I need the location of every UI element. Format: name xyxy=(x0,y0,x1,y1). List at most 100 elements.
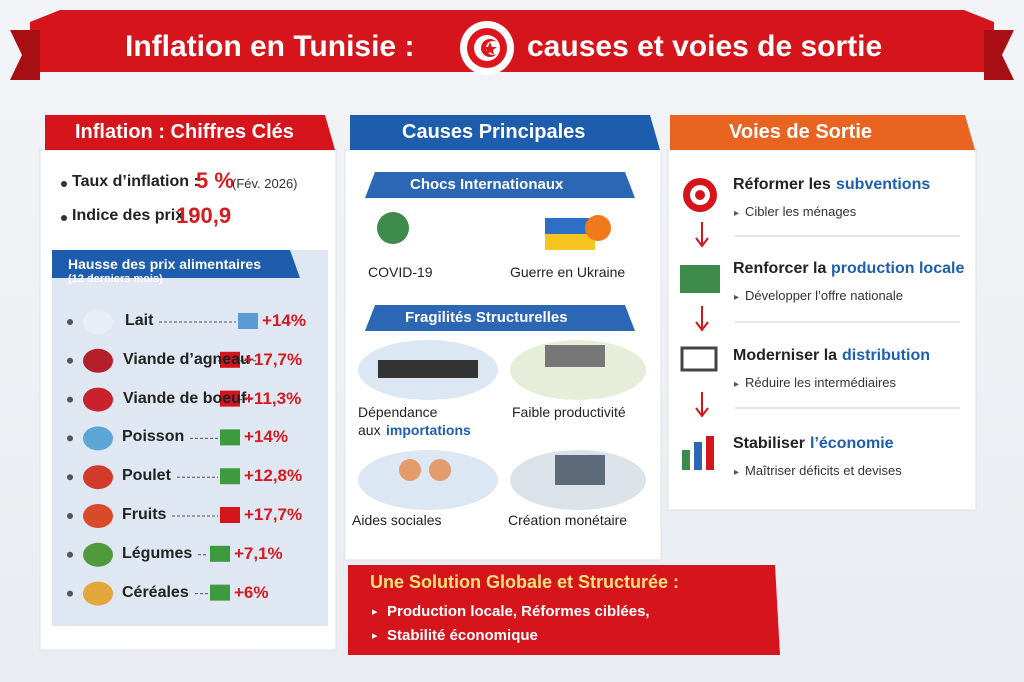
food-icon xyxy=(83,387,113,412)
bullet xyxy=(61,215,67,221)
virus-icon xyxy=(377,212,409,244)
marker: ▸ xyxy=(734,292,739,303)
title: causes et voies de sortie xyxy=(527,30,883,63)
color-square xyxy=(220,390,240,407)
food-change: +14% xyxy=(262,311,306,330)
conclusion-heading: Une Solution Globale et Structurée : xyxy=(370,572,680,592)
food-icon xyxy=(83,504,113,528)
solution-highlight: production locale xyxy=(831,260,965,277)
solution-highlight: l’économie xyxy=(810,435,894,452)
bullet xyxy=(67,319,73,325)
bullet xyxy=(67,513,73,519)
food-label: Légumes xyxy=(122,544,193,562)
food-change: +17,7% xyxy=(244,349,303,369)
explosion-icon xyxy=(585,215,611,241)
sub-header xyxy=(365,305,635,331)
solution-title: Stabiliser xyxy=(733,435,806,452)
solution-detail: Réduire les intermédiaires xyxy=(745,375,897,390)
solution-detail: Cibler les ménages xyxy=(745,204,857,219)
color-square xyxy=(210,545,230,562)
sub-heading: Chocs Internationaux xyxy=(410,176,564,193)
food-change: +6% xyxy=(234,582,269,602)
food-label: Fruits xyxy=(122,506,167,523)
section-heading: Inflation : Chiffres Clés xyxy=(75,121,294,143)
food-label: Poisson xyxy=(122,428,185,446)
food-label: Lait xyxy=(125,312,154,329)
bullet xyxy=(67,551,73,558)
people-illustration xyxy=(429,459,451,481)
value: 190,9 xyxy=(176,203,232,228)
color-square xyxy=(220,351,240,368)
color-square xyxy=(238,313,258,329)
cause: Création monétaire xyxy=(508,512,628,528)
food-change: +17,7% xyxy=(244,505,303,524)
cause: COVID-19 xyxy=(368,264,433,280)
cause: Dépendance xyxy=(358,404,438,420)
right-panel xyxy=(667,149,977,511)
food-subheading: (12 derniers mois) xyxy=(68,273,163,285)
cart-icon xyxy=(680,346,718,372)
food-change: +11,3% xyxy=(244,388,302,408)
date: (Fév. 2026) xyxy=(232,176,298,191)
label: Indice des prix : xyxy=(72,207,194,224)
cause: Faible productivité xyxy=(512,404,626,420)
color-square xyxy=(210,584,230,601)
color-square xyxy=(220,429,240,446)
cause-highlight: importations xyxy=(386,422,471,438)
flow-arrows xyxy=(695,222,709,418)
marker: ▸ xyxy=(734,208,739,219)
bullet xyxy=(67,396,73,403)
flag-star xyxy=(483,42,497,55)
food-icon xyxy=(83,310,113,334)
food-icon xyxy=(83,348,113,373)
factory-illustration xyxy=(545,345,605,367)
people-illustration xyxy=(358,450,498,510)
food-icon xyxy=(83,542,113,567)
food-icon xyxy=(83,581,113,606)
sub-header xyxy=(365,172,635,198)
chart-icon xyxy=(694,442,702,470)
food-label: Viande d’agneau xyxy=(123,350,250,368)
marker: ▸ xyxy=(734,467,739,478)
people-illustration xyxy=(399,459,421,481)
ribbon-left xyxy=(10,30,40,80)
section-heading: Causes Principales xyxy=(402,121,586,143)
food-icon xyxy=(83,426,113,451)
target-icon xyxy=(695,190,705,200)
color-square xyxy=(220,507,240,523)
value: 5 % xyxy=(196,168,234,193)
cause: Aides sociales xyxy=(352,512,442,528)
bank-illustration xyxy=(555,455,605,485)
label: Taux d’inflation : xyxy=(72,173,199,190)
marker: ▸ xyxy=(734,379,739,390)
food-icon xyxy=(83,465,113,490)
right-header xyxy=(670,115,975,150)
solution-detail: Développer l’offre nationale xyxy=(745,288,904,303)
section-heading: Voies de Sortie xyxy=(729,121,873,143)
chart-icon xyxy=(706,436,714,470)
solution-highlight: distribution xyxy=(842,347,930,364)
solution-title: Moderniser la xyxy=(733,347,838,364)
sub-heading: Fragilités Structurelles xyxy=(405,309,568,326)
solution-highlight: subventions xyxy=(836,176,931,193)
conclusion-box xyxy=(348,565,780,655)
conclusion-line: Stabilité économique xyxy=(387,627,538,644)
left-header xyxy=(45,115,335,150)
solution-title: Réformer les xyxy=(733,176,831,193)
food-label: Poulet xyxy=(122,467,171,485)
solution-detail: Maîtriser déficits et devises xyxy=(745,463,902,478)
food-heading: Hausse des prix alimentaires xyxy=(68,256,261,272)
conclusion-line: Production locale, Réformes ciblées, xyxy=(387,603,650,620)
food-label: Céréales xyxy=(122,583,189,601)
ukraine-icon xyxy=(545,218,595,234)
food-label: Viande de boeuf xyxy=(123,389,247,407)
marker: ▸ xyxy=(372,606,378,618)
ship-illustration xyxy=(378,360,478,378)
production-icon xyxy=(680,265,720,293)
bullet xyxy=(61,181,67,187)
cause: Guerre en Ukraine xyxy=(510,264,626,280)
title: Inflation en Tunisie : xyxy=(125,30,415,63)
color-square xyxy=(220,468,240,485)
